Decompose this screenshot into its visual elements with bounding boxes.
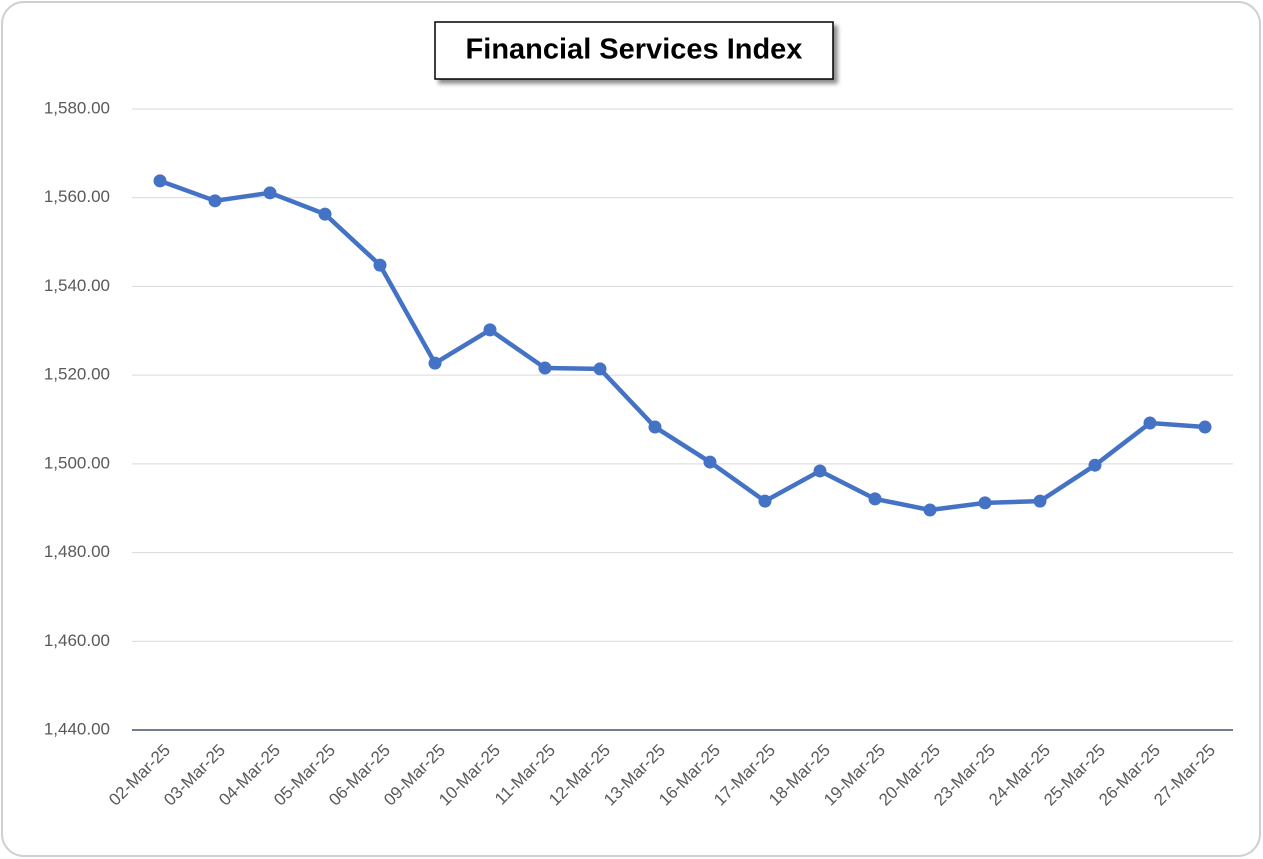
chart-title: Financial Services Index — [466, 34, 803, 66]
data-point — [1033, 494, 1047, 508]
data-point — [758, 494, 772, 508]
data-point — [978, 496, 992, 510]
y-tick-label: 1,480.00 — [44, 542, 110, 561]
data-point — [318, 207, 332, 221]
data-point — [263, 186, 277, 200]
title-box — [434, 21, 834, 80]
data-point — [593, 362, 607, 376]
data-point — [868, 492, 882, 506]
y-tick-label: 1,460.00 — [44, 631, 110, 650]
y-tick-label: 1,520.00 — [44, 365, 110, 384]
data-point — [373, 258, 387, 272]
data-point — [1088, 458, 1102, 472]
data-point — [1143, 416, 1157, 430]
data-point — [153, 174, 167, 188]
y-tick-label: 1,580.00 — [44, 98, 110, 117]
data-point — [208, 194, 222, 208]
y-tick-label: 1,560.00 — [44, 187, 110, 206]
data-line — [159, 178, 1206, 513]
y-tick-label: 1,440.00 — [44, 719, 110, 738]
data-point — [703, 455, 717, 469]
data-point — [428, 356, 442, 370]
y-tick-label: 1,540.00 — [44, 276, 110, 295]
data-point — [1198, 420, 1212, 434]
data-point — [483, 323, 497, 337]
data-point — [923, 503, 937, 517]
data-point — [648, 420, 662, 434]
y-tick-label: 1,500.00 — [44, 453, 110, 472]
data-point — [813, 464, 827, 478]
data-point — [538, 361, 552, 375]
